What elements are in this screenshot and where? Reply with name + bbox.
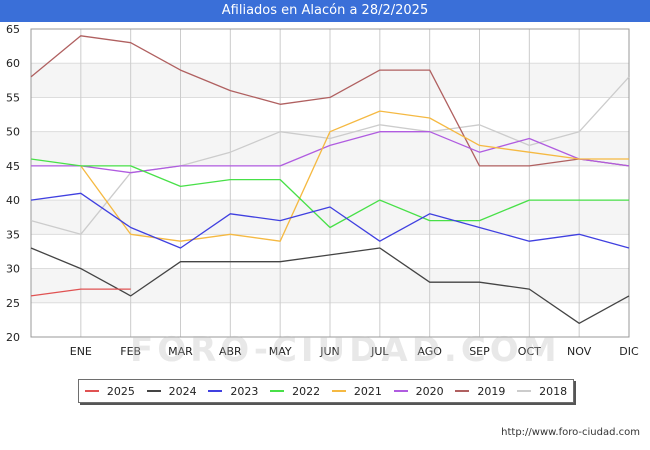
legend-swatch	[455, 390, 470, 392]
x-tick-label: OCT	[518, 345, 541, 358]
legend-item-2018: 2018	[517, 385, 567, 398]
legend-swatch	[331, 390, 346, 392]
series-line-2022	[30, 158, 629, 229]
series-line-2023	[30, 192, 630, 249]
legend-label: 2018	[539, 384, 568, 398]
legend-label: 2025	[106, 384, 135, 398]
legend-label: 2023	[230, 384, 259, 398]
y-tick-label: 45	[6, 160, 20, 173]
x-tick-label: SEP	[469, 345, 490, 358]
series-line-2025	[30, 288, 131, 297]
x-tick-label: ABR	[219, 345, 242, 358]
source-url: http://www.foro-ciudad.com	[501, 427, 640, 438]
legend-swatch	[84, 390, 99, 392]
series-line-2021	[80, 110, 629, 242]
plot-frame	[30, 28, 630, 338]
legend-swatch	[517, 390, 532, 392]
legend-label: 2019	[477, 384, 506, 398]
y-tick-label: 60	[6, 57, 20, 70]
series-line-2020	[31, 131, 630, 174]
x-tick-label: JUL	[370, 345, 389, 358]
legend-item-2024: 2024	[146, 384, 197, 398]
legend-item-2022: 2022	[270, 385, 320, 398]
y-tick-label: 30	[6, 263, 20, 276]
legend-item-2020: 2020	[393, 384, 444, 398]
legend-item-2019: 2019	[455, 385, 505, 398]
legend-label: 2024	[168, 384, 197, 398]
x-tick-label: MAR	[168, 345, 193, 358]
legend-item-2023: 2023	[208, 385, 258, 398]
y-tick-label: 65	[6, 23, 20, 36]
line-chart: 20 25 30 35 40 45 50 55 60 65 ENE FEB MAR ABR MAY JUN JU…	[6, 23, 639, 358]
y-tick-label: 35	[6, 228, 20, 241]
y-tick-label: 40	[6, 194, 20, 207]
legend-swatch	[208, 390, 223, 392]
series-line-2024	[30, 247, 630, 324]
x-tick-label: AGO	[417, 345, 442, 358]
legend-item-2025: 2025	[84, 384, 135, 398]
legend-item-2021: 2021	[331, 384, 382, 398]
chart-title: Afiliados en Alacón a 28/2/2025	[0, 0, 650, 22]
chart-legend: 2025 2024 2023 2022 2021 2020 2019 2018	[78, 379, 574, 403]
watermark: FORO-CIUDAD.COM	[130, 330, 561, 370]
legend-swatch	[146, 390, 161, 392]
legend-swatch	[270, 390, 285, 392]
series-line-2019	[30, 35, 630, 167]
x-tick-label: DIC	[619, 345, 639, 358]
y-tick-label: 50	[6, 126, 20, 139]
x-tick-label: MAY	[269, 345, 292, 358]
y-tick-label: 25	[6, 297, 20, 310]
x-tick-label: NOV	[567, 345, 592, 358]
legend-label: 2020	[415, 384, 444, 398]
x-tick-label: JUN	[319, 345, 340, 358]
y-tick-label: 20	[6, 331, 20, 344]
legend-label: 2021	[353, 384, 382, 398]
x-tick-label: FEB	[120, 345, 141, 358]
y-tick-label: 55	[6, 91, 20, 104]
legend-label: 2022	[292, 384, 321, 398]
legend-swatch	[393, 390, 408, 392]
x-tick-label: ENE	[70, 345, 92, 358]
